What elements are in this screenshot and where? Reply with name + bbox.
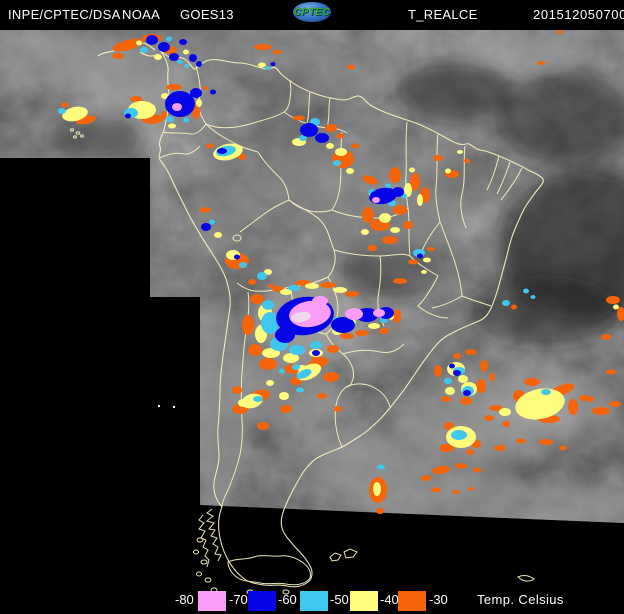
- timestamp-label: 201512050700: [533, 7, 624, 22]
- product-label: T_REALCE: [408, 7, 478, 22]
- legend-tick: -30: [429, 592, 448, 607]
- legend-swatch-yellow: [350, 591, 378, 611]
- inner-borders: [159, 65, 523, 508]
- legend-tick: -60: [278, 592, 297, 607]
- legend-swatch-pink: [198, 591, 226, 611]
- small-cloud-dot: [173, 406, 175, 408]
- legend-tick: -70: [229, 592, 248, 607]
- country-borders: [70, 42, 544, 597]
- south-america-coastline: [158, 49, 544, 588]
- legend-swatch-blue: [248, 591, 276, 611]
- legend-swatch-cyan: [300, 591, 328, 611]
- legend-title: Temp. Celsius: [477, 592, 564, 607]
- satellite-label: GOES13: [180, 7, 234, 22]
- cptec-logo-text: CPTEC: [293, 6, 331, 18]
- legend-tick: -80: [175, 592, 194, 607]
- falkland-islands-outline: [329, 548, 358, 562]
- legend-tick: -40: [380, 592, 399, 607]
- cptec-logo: CPTEC: [293, 2, 331, 22]
- legend-tick: -50: [330, 592, 349, 607]
- operator-label: NOAA: [122, 7, 161, 22]
- cold-cloud-enhancement: [58, 30, 624, 514]
- small-cloud-dot: [158, 405, 160, 407]
- galapagos-outline: [70, 128, 84, 139]
- south-georgia-outline: [517, 575, 535, 582]
- legend-swatch-orange: [398, 591, 426, 611]
- agency-label: INPE/CPTEC/DSA: [8, 7, 121, 22]
